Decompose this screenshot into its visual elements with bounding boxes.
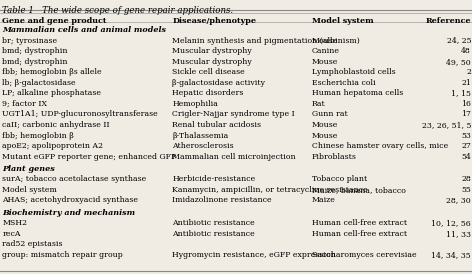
Text: 48: 48	[461, 47, 471, 55]
Text: fbb; hemoglobin βs allele: fbb; hemoglobin βs allele	[2, 68, 102, 76]
Text: 1, 15: 1, 15	[451, 89, 471, 97]
Text: 2: 2	[466, 68, 471, 76]
Text: Saccharomyces cerevisiae: Saccharomyces cerevisiae	[312, 251, 416, 259]
Text: Plant genes: Plant genes	[2, 165, 55, 173]
Text: 11, 33: 11, 33	[446, 230, 471, 238]
Text: β-Thalassemia: β-Thalassemia	[172, 132, 228, 139]
Text: bmd; dystrophin: bmd; dystrophin	[2, 58, 68, 66]
Text: 9; factor IX: 9; factor IX	[2, 100, 47, 108]
Text: Sickle cell disease: Sickle cell disease	[172, 68, 245, 76]
Text: lb; β-galactosidase: lb; β-galactosidase	[2, 79, 76, 87]
Text: Mouse: Mouse	[312, 36, 338, 45]
Text: Mammalian cells and animal models: Mammalian cells and animal models	[2, 26, 166, 34]
Text: Human cell-free extract: Human cell-free extract	[312, 219, 407, 227]
Text: Muscular dystrophy: Muscular dystrophy	[172, 58, 252, 66]
Text: UGT1A1; UDP-glucuronosyltransferase: UGT1A1; UDP-glucuronosyltransferase	[2, 110, 158, 118]
Text: Model system: Model system	[2, 186, 57, 194]
Text: Mutant eGFP reporter gene; enhanced GFP: Mutant eGFP reporter gene; enhanced GFP	[2, 153, 177, 161]
Text: Mammalian cell microinjection: Mammalian cell microinjection	[172, 153, 296, 161]
Text: Rat: Rat	[312, 100, 325, 108]
Text: Kanamycin, ampicillin, or tetracycline resistance: Kanamycin, ampicillin, or tetracycline r…	[172, 186, 368, 194]
Text: MSH2: MSH2	[2, 219, 27, 227]
Text: Gene and gene product: Gene and gene product	[2, 17, 107, 25]
Text: Biochemistry and mechanism: Biochemistry and mechanism	[2, 209, 135, 217]
Text: Antibiotic resistance: Antibiotic resistance	[172, 219, 255, 227]
Text: Escherichia coli: Escherichia coli	[312, 79, 375, 87]
Text: Imidazolinone resistance: Imidazolinone resistance	[172, 196, 272, 204]
Text: β-galactosidase activity: β-galactosidase activity	[172, 79, 265, 87]
Text: Renal tubular acidosis: Renal tubular acidosis	[172, 121, 261, 129]
Text: Mouse: Mouse	[312, 132, 338, 139]
Text: Tobacco plant: Tobacco plant	[312, 175, 367, 183]
Text: Gunn rat: Gunn rat	[312, 110, 347, 118]
Text: Mouse: Mouse	[312, 121, 338, 129]
Text: bmd; dystrophin: bmd; dystrophin	[2, 47, 68, 55]
Text: 21: 21	[461, 79, 471, 87]
Text: apoE2; apolipoprotein A2: apoE2; apolipoprotein A2	[2, 142, 103, 150]
Text: 24, 25: 24, 25	[447, 36, 471, 45]
Text: Human hepatoma cells: Human hepatoma cells	[312, 89, 403, 97]
Text: Antibiotic resistance: Antibiotic resistance	[172, 230, 255, 238]
Text: 16: 16	[461, 100, 471, 108]
Text: 17: 17	[461, 110, 471, 118]
Text: 54: 54	[461, 153, 471, 161]
Text: Model system: Model system	[312, 17, 373, 25]
Text: Hemophilia: Hemophilia	[172, 100, 218, 108]
Text: 49, 50: 49, 50	[447, 58, 471, 66]
Text: AHAS; acetohydroxyacid synthase: AHAS; acetohydroxyacid synthase	[2, 196, 138, 204]
Text: rad52 epistasis: rad52 epistasis	[2, 240, 63, 248]
Text: recA: recA	[2, 230, 21, 238]
Text: 27: 27	[461, 142, 471, 150]
Text: Disease/phenotype: Disease/phenotype	[172, 17, 256, 25]
Text: Lymphoblastoid cells: Lymphoblastoid cells	[312, 68, 395, 76]
Text: 28: 28	[461, 175, 471, 183]
Text: Mouse: Mouse	[312, 58, 338, 66]
Text: 10, 12, 56: 10, 12, 56	[431, 219, 471, 227]
Text: Human cell-free extract: Human cell-free extract	[312, 230, 407, 238]
Text: Muscular dystrophy: Muscular dystrophy	[172, 47, 252, 55]
Text: Maize, banana, tobacco: Maize, banana, tobacco	[312, 186, 405, 194]
Text: Chinese hamster ovary cells, mice: Chinese hamster ovary cells, mice	[312, 142, 448, 150]
Text: surA; tobacco acetolactase synthase: surA; tobacco acetolactase synthase	[2, 175, 147, 183]
Text: 55: 55	[461, 186, 471, 194]
Text: 28, 30: 28, 30	[447, 196, 471, 204]
Text: Canine: Canine	[312, 47, 339, 55]
Text: Atherosclerosis: Atherosclerosis	[172, 142, 234, 150]
Text: br; tyrosinase: br; tyrosinase	[2, 36, 58, 45]
Text: Herbicide-resistance: Herbicide-resistance	[172, 175, 255, 183]
Text: Hepatic disorders: Hepatic disorders	[172, 89, 244, 97]
Text: fbb; hemoglobin β: fbb; hemoglobin β	[2, 132, 74, 139]
Text: Fibroblasts: Fibroblasts	[312, 153, 356, 161]
Text: 14, 34, 35: 14, 34, 35	[431, 251, 471, 259]
Text: LP; alkaline phosphatase: LP; alkaline phosphatase	[2, 89, 101, 97]
Text: group: mismatch repair group: group: mismatch repair group	[2, 251, 123, 259]
Text: Reference: Reference	[426, 17, 471, 25]
Text: Melanin synthesis and pigmentation (albinism): Melanin synthesis and pigmentation (albi…	[172, 36, 360, 45]
Text: Crigler-Najjar syndrome type I: Crigler-Najjar syndrome type I	[172, 110, 295, 118]
Text: Maize: Maize	[312, 196, 336, 204]
Text: Hygromycin resistance, eGFP expression: Hygromycin resistance, eGFP expression	[172, 251, 336, 259]
Text: 53: 53	[461, 132, 471, 139]
Text: 23, 26, 51, 5: 23, 26, 51, 5	[421, 121, 471, 129]
Text: Table 1   The wide scope of gene repair applications.: Table 1 The wide scope of gene repair ap…	[2, 6, 234, 15]
Text: caII; carbonic anhydrase II: caII; carbonic anhydrase II	[2, 121, 110, 129]
